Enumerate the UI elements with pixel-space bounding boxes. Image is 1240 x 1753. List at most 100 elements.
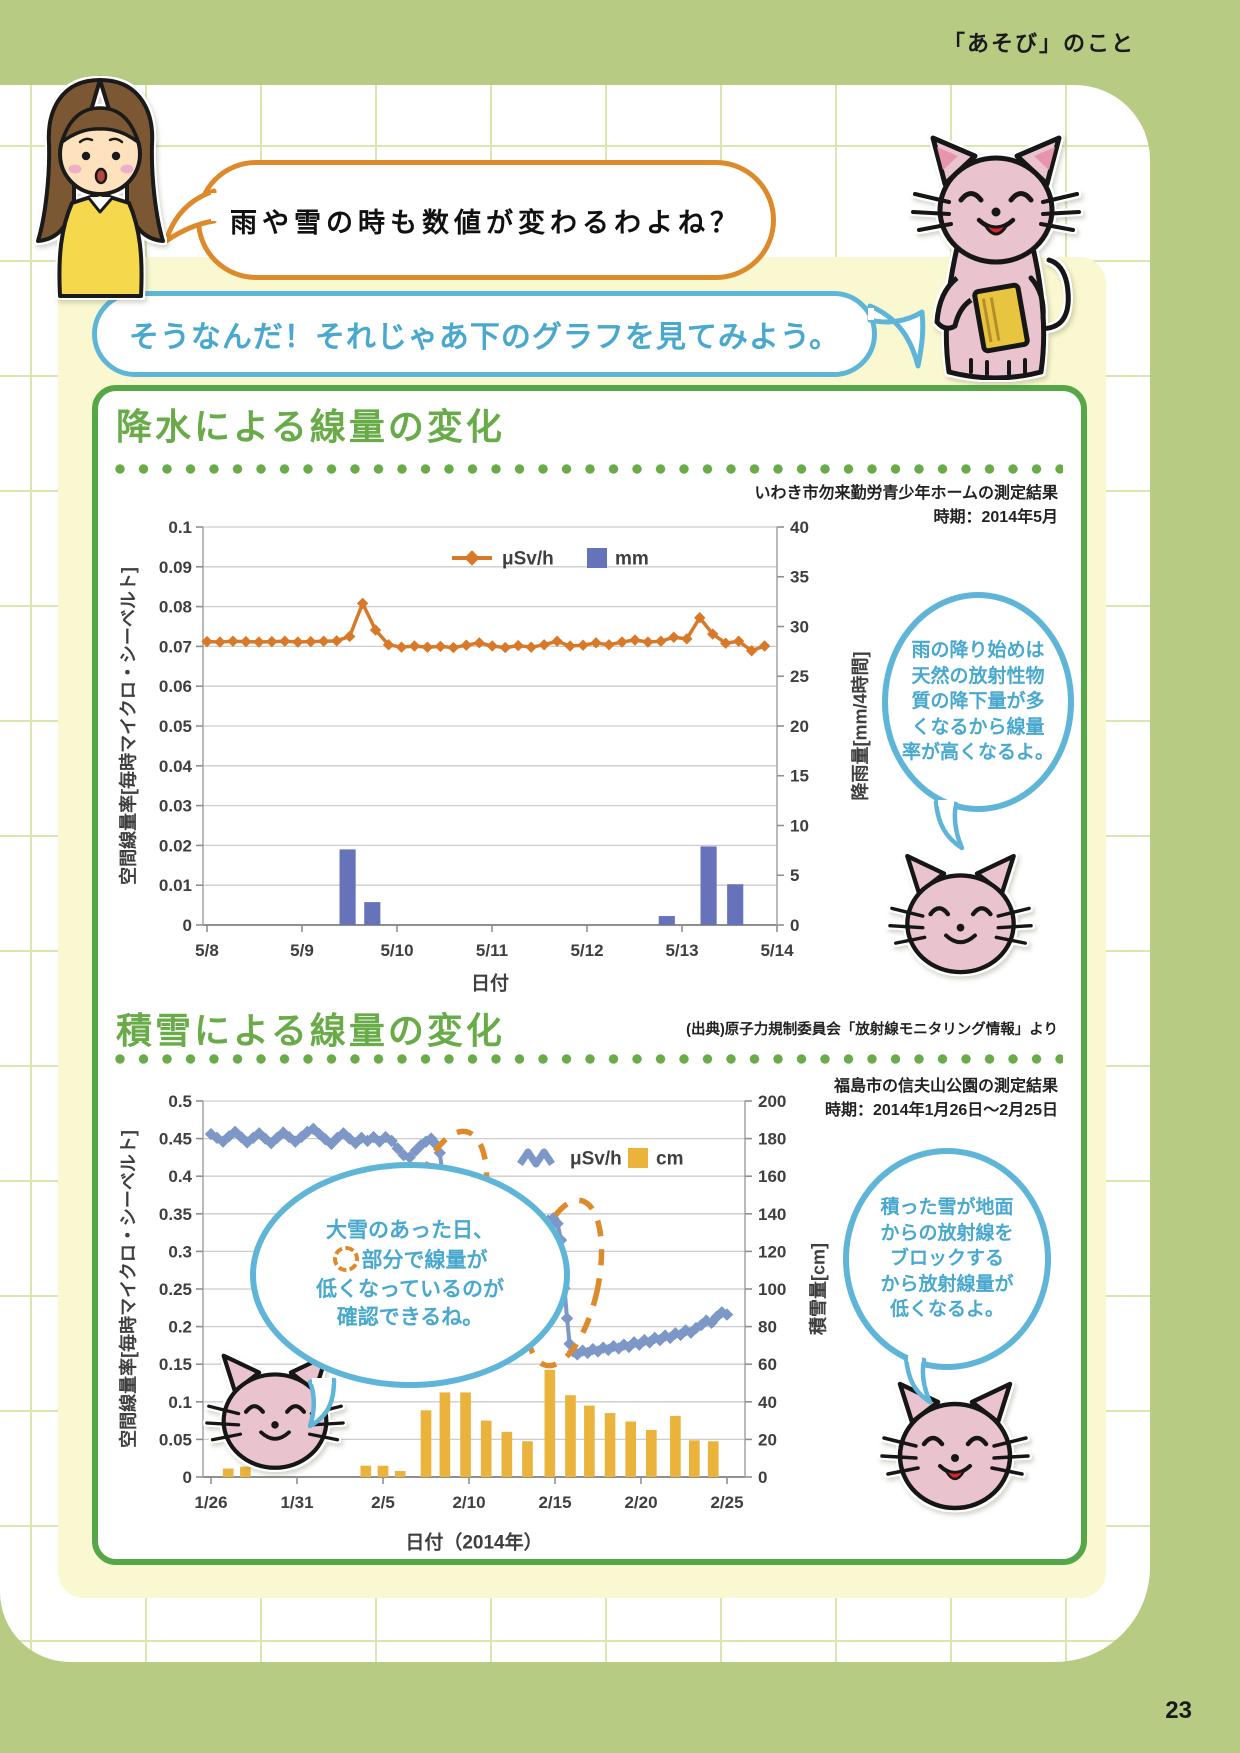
svg-text:1/26: 1/26 [194,1493,227,1512]
cat-bubble-tail-icon [867,303,926,369]
svg-text:0.45: 0.45 [159,1130,192,1149]
svg-text:180: 180 [758,1130,786,1149]
svg-text:5/13: 5/13 [665,941,698,960]
svg-text:mm: mm [615,549,649,570]
svg-text:0.5: 0.5 [168,1092,192,1111]
svg-text:0.2: 0.2 [168,1318,192,1337]
snow-note-left-line4: 確認できるね。 [336,1306,484,1330]
svg-text:μSv/h: μSv/h [502,549,554,570]
chart1-caption-period: 時期：2014年5月 [933,509,1059,526]
svg-text:40: 40 [758,1393,777,1412]
svg-text:空間線量率[毎時マイクロ・シーベルト]: 空間線量率[毎時マイクロ・シーベルト] [117,567,138,885]
svg-text:1/31: 1/31 [280,1493,313,1512]
svg-text:積雪量[cm]: 積雪量[cm] [807,1243,828,1336]
svg-text:0: 0 [183,916,192,935]
svg-text:0.02: 0.02 [159,836,192,855]
svg-text:0.15: 0.15 [159,1355,192,1374]
cat-character-illustration [911,135,1081,380]
chart2-caption-period: 時期：2014年1月26日～2月25日 [825,1102,1058,1119]
snow-note-left-line3: 低くなっているのが [316,1277,504,1301]
svg-text:120: 120 [758,1242,786,1261]
rain-note-tail-icon [933,799,965,851]
rain-dose-chart: 0 0.01 0.02 0.03 0.04 0.05 0.06 0.07 0.08 0.09 0.1… [117,518,870,995]
svg-text:10: 10 [790,816,809,835]
svg-text:0.06: 0.06 [159,677,192,696]
snow-note-left-bubble: 大雪のあった日、 部分で線量が 低くなっているのが 確認できるね。 [250,1162,570,1388]
svg-text:200: 200 [758,1092,786,1111]
svg-text:μSv/h: μSv/h [570,1149,622,1170]
svg-text:0: 0 [790,916,799,935]
svg-text:0.08: 0.08 [159,598,192,617]
svg-text:100: 100 [758,1280,786,1299]
chart2-caption-location: 福島市の信夫山公園の測定結果 [833,1078,1058,1095]
svg-text:15: 15 [790,767,809,786]
section1-title: 降水による線量の変化 [116,406,505,447]
snow-note-right-tail-icon [903,1355,933,1405]
chart1-caption-location: いわき市勿来勤労青少年ホームの測定結果 [754,485,1058,502]
svg-text:60: 60 [758,1355,777,1374]
svg-text:160: 160 [758,1167,786,1186]
svg-text:20: 20 [790,717,809,736]
snow-note-right-bubble: 積った雪が地面 からの放射線を ブロックする から放射線量が 低くなるよ。 [843,1148,1051,1370]
rain-note-text: 雨の降り始めは 天然の放射性物 質の降下量が多 くなるから線量 率が高くなるよ。 [901,640,1054,764]
svg-text:35: 35 [790,568,809,587]
svg-text:5/10: 5/10 [380,941,413,960]
snow-note-left-line2: 部分で線量が [332,1245,488,1276]
svg-text:0.4: 0.4 [168,1167,192,1186]
svg-text:2/10: 2/10 [452,1493,485,1512]
svg-text:0.01: 0.01 [159,876,192,895]
svg-text:20: 20 [758,1430,777,1449]
svg-text:40: 40 [790,518,809,537]
cat-speech-text: そうなんだ！それじゃあ下のグラフを見てみよう。 [128,321,841,354]
rain-note-bubble: 雨の降り始めは 天然の放射性物 質の降下量が多 くなるから線量 率が高くなるよ。 [882,592,1074,812]
svg-text:降雨量[mm/4時間]: 降雨量[mm/4時間] [849,651,870,800]
section2-dotted-divider [115,1054,1063,1064]
svg-text:80: 80 [758,1318,777,1337]
girl-speech-bubble: 雨や雪の時も数値が変わるわよね？ [196,160,776,280]
svg-text:0.05: 0.05 [159,1430,192,1449]
svg-text:2/15: 2/15 [538,1493,571,1512]
snow-note-left-line1: 大雪のあった日、 [326,1218,494,1242]
cat-face-smile-icon [205,1353,345,1470]
girl-bubble-tail-icon [163,188,217,244]
section2-title: 積雪による線量の変化 [116,1010,505,1051]
svg-text:cm: cm [656,1149,683,1170]
girl-character-illustration [36,78,165,298]
svg-text:0.35: 0.35 [159,1205,192,1224]
svg-text:空間線量率[毎時マイクロ・シーベルト]: 空間線量率[毎時マイクロ・シーベルト] [117,1130,138,1448]
svg-text:5: 5 [790,866,799,885]
svg-text:2/5: 2/5 [371,1493,395,1512]
svg-text:30: 30 [790,617,809,636]
snow-note-right-text: 積った雪が地面 からの放射線を ブロックする から放射線量が 低くなるよ。 [880,1197,1014,1321]
svg-text:0.09: 0.09 [159,558,192,577]
svg-text:0.25: 0.25 [159,1280,192,1299]
section1-dotted-divider [115,464,1063,474]
svg-text:5/11: 5/11 [476,941,508,960]
svg-text:5/8: 5/8 [195,941,219,960]
svg-text:0.05: 0.05 [159,717,192,736]
svg-text:0.3: 0.3 [168,1242,192,1261]
cat-face-smile-icon [888,853,1033,975]
svg-text:日付（2014年）: 日付（2014年） [405,1531,542,1554]
svg-text:25: 25 [790,667,809,686]
girl-speech-text: 雨や雪の時も数値が変わるわよね？ [230,207,742,238]
svg-text:0.1: 0.1 [168,518,192,537]
svg-text:日付: 日付 [471,972,509,995]
chart2-source: (出典)原子力規制委員会「放射線モニタリング情報」より [686,1022,1058,1038]
svg-text:140: 140 [758,1205,786,1224]
svg-text:0.03: 0.03 [159,797,192,816]
page-number: 23 [1165,1697,1192,1724]
svg-text:0: 0 [758,1468,767,1487]
svg-text:5/9: 5/9 [290,941,314,960]
svg-text:0.07: 0.07 [159,637,192,656]
svg-text:0.04: 0.04 [159,757,193,776]
svg-text:0: 0 [183,1468,192,1487]
svg-text:5/12: 5/12 [570,941,603,960]
svg-text:0.1: 0.1 [168,1393,192,1412]
svg-text:5/14: 5/14 [760,941,794,960]
svg-text:2/25: 2/25 [710,1493,743,1512]
dashed-circle-legend-icon [332,1245,359,1272]
svg-text:2/20: 2/20 [624,1493,657,1512]
cat-speech-bubble: そうなんだ！それじゃあ下のグラフを見てみよう。 [92,291,877,377]
